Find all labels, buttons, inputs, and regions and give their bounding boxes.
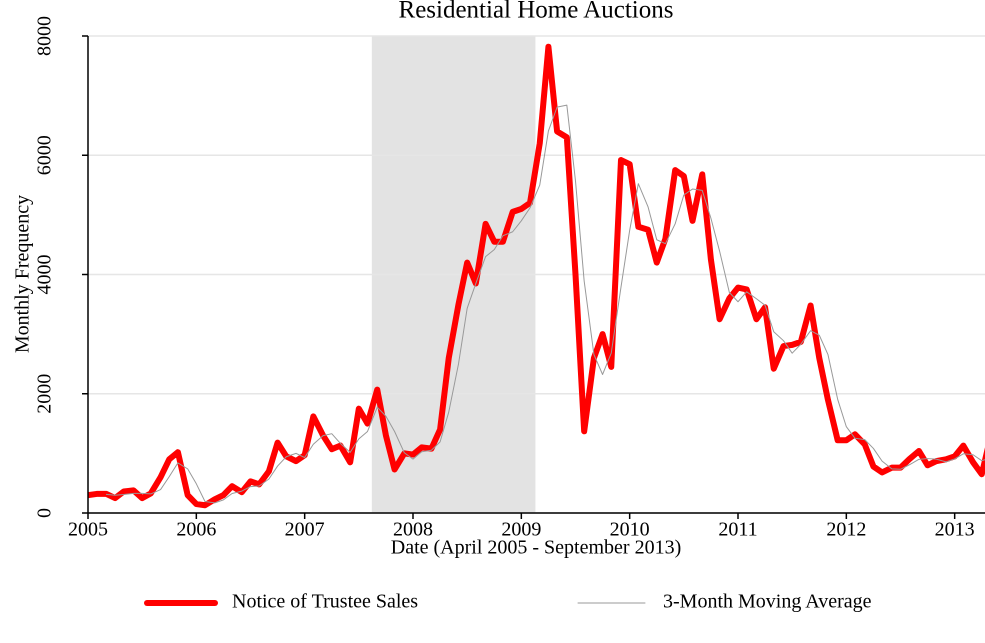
y-axis-label: Monthly Frequency bbox=[12, 195, 34, 353]
y-tick-label: 4000 bbox=[34, 255, 56, 295]
x-tick-label: 2012 bbox=[826, 519, 866, 541]
x-tick-label: 2005 bbox=[68, 519, 108, 541]
x-tick-label: 2006 bbox=[176, 519, 216, 541]
chart-title: Residential Home Auctions bbox=[399, 0, 674, 24]
y-tick-label: 6000 bbox=[34, 135, 56, 175]
x-tick-label: 2008 bbox=[393, 519, 433, 541]
y-tick-label: 8000 bbox=[34, 16, 56, 56]
y-tick-label: 0 bbox=[34, 508, 56, 518]
legend-label: 3-Month Moving Average bbox=[663, 591, 872, 613]
x-tick-label: 2011 bbox=[718, 519, 757, 541]
y-tick-label: 2000 bbox=[34, 374, 56, 414]
series-line bbox=[88, 43, 985, 509]
plot-area bbox=[88, 43, 985, 509]
x-tick-label: 2010 bbox=[610, 519, 650, 541]
x-tick-label: 2009 bbox=[501, 519, 541, 541]
x-tick-label: 2013 bbox=[935, 519, 975, 541]
x-axis-label: Date (April 2005 - September 2013) bbox=[391, 537, 681, 559]
x-tick-label: 2007 bbox=[285, 519, 325, 541]
plot-background bbox=[88, 35, 985, 514]
series-line bbox=[105, 104, 985, 504]
legend-label: Notice of Trustee Sales bbox=[232, 591, 418, 613]
